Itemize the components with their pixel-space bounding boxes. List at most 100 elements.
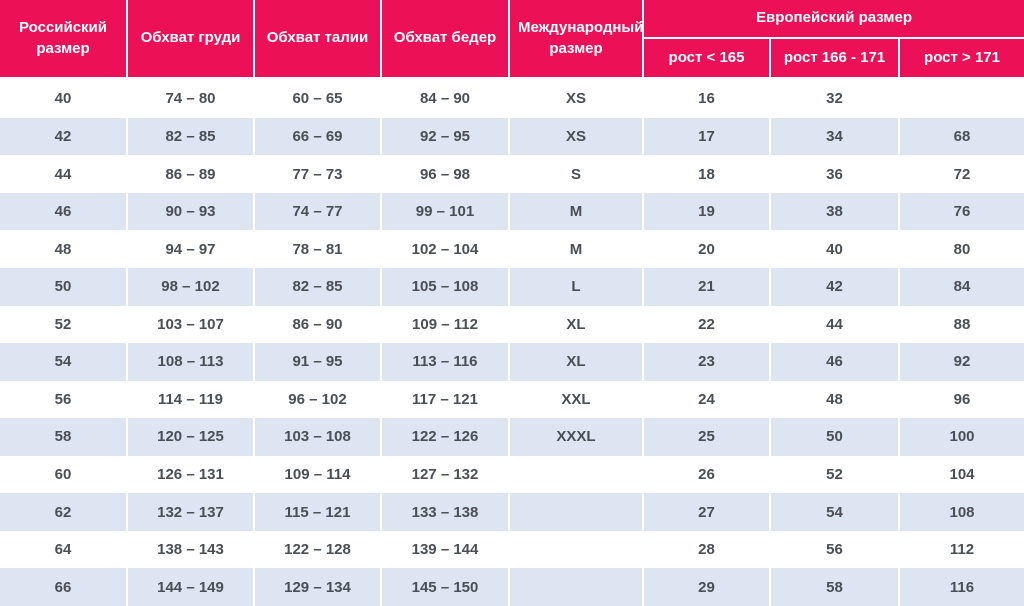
table-cell: 116 xyxy=(949,578,975,596)
table-row: 46 90 – 93 74 – 77 99 – 101 M 19 38 76 xyxy=(0,192,1024,231)
table-cell: 103 – 107 xyxy=(127,305,255,344)
table-cell: 24 xyxy=(643,380,771,419)
table-cell: 114 – 119 xyxy=(127,380,255,419)
table-cell: 52 xyxy=(0,305,128,344)
table-cell: 54 xyxy=(0,343,128,381)
table-cell: XS xyxy=(509,117,644,156)
col-header-height-under-165: рост < 165 xyxy=(643,38,771,79)
table-cell: 127 – 132 xyxy=(381,455,510,494)
table-cell: 19 xyxy=(643,192,771,231)
table-cell: 60 xyxy=(0,455,128,494)
table-cell: 122 – 126 xyxy=(381,418,510,456)
table-cell: 44 xyxy=(770,305,900,344)
table-cell xyxy=(509,455,644,494)
table-cell: 50 xyxy=(770,418,900,456)
table-cell: 16 xyxy=(643,78,771,118)
table-cell: 126 – 131 xyxy=(127,455,255,494)
table-cell: 139 – 144 xyxy=(381,530,510,569)
table-cell: 122 – 128 xyxy=(254,530,382,569)
col-header-waist: Обхват талии xyxy=(254,0,382,79)
col-header-chest: Обхват груди xyxy=(127,0,255,79)
table-cell: 23 xyxy=(643,343,771,381)
table-cell: 96 – 102 xyxy=(254,380,382,419)
table-cell: 94 – 97 xyxy=(127,230,255,268)
table-cell: 28 xyxy=(643,530,771,569)
table-cell: 56 xyxy=(770,530,900,569)
table-cell: 82 – 85 xyxy=(254,267,382,306)
table-cell: 129 – 134 xyxy=(254,568,382,606)
table-cell: 74 – 80 xyxy=(127,78,255,118)
header-row-sub: рост < 165 рост 166 - 171 рост > 171 xyxy=(0,38,1024,79)
table-row: 40 74 – 80 60 – 65 84 – 90 XS 16 32 xyxy=(0,78,1024,118)
table-cell: 90 – 93 xyxy=(127,192,255,231)
table-cell: 46 xyxy=(0,192,128,231)
table-cell xyxy=(509,568,644,606)
table-cell xyxy=(509,493,644,531)
table-cell: 145 – 150 xyxy=(381,568,510,606)
col-header-international-size: Международный размер xyxy=(509,0,644,79)
size-table-body: 40 74 – 80 60 – 65 84 – 90 XS 16 32 42 82 – 85 66… xyxy=(0,78,1024,606)
table-cell: 77 – 73 xyxy=(254,155,382,193)
table-cell: 78 – 81 xyxy=(254,230,382,268)
col-header-european-size: Европейский размер xyxy=(643,0,1024,39)
table-cell: 144 – 149 xyxy=(127,568,255,606)
table-cell: 52 xyxy=(770,455,900,494)
table-cell: 20 xyxy=(643,230,771,268)
table-cell: 86 – 89 xyxy=(127,155,255,193)
table-cell: M xyxy=(509,192,644,231)
table-cell: XS xyxy=(509,78,644,118)
table-cell: 44 xyxy=(0,155,128,193)
table-row: 66 144 – 149 129 – 134 145 – 150 29 58 116 xyxy=(0,568,1024,606)
table-cell: 34 xyxy=(770,117,900,156)
table-cell: 117 – 121 xyxy=(381,380,510,419)
table-cell: XXXL xyxy=(509,418,644,456)
table-row: 48 94 – 97 78 – 81 102 – 104 M 20 40 80 xyxy=(0,230,1024,268)
table-cell: 50 xyxy=(0,267,128,306)
table-cell: 108 – 113 xyxy=(127,343,255,381)
table-cell: 96 – 98 xyxy=(381,155,510,193)
table-cell: 84 – 90 xyxy=(381,78,510,118)
table-cell: 60 – 65 xyxy=(254,78,382,118)
table-cell: XL xyxy=(509,343,644,381)
table-cell: 109 – 112 xyxy=(381,305,510,344)
table-cell: 109 – 114 xyxy=(254,455,382,494)
table-cell: S xyxy=(509,155,644,193)
table-cell: 26 xyxy=(643,455,771,494)
col-header-height-166-171: рост 166 - 171 xyxy=(770,38,900,79)
table-cell: 115 – 121 xyxy=(254,493,382,531)
col-header-russian-size: Российский размер xyxy=(0,0,128,79)
table-cell: 80 xyxy=(953,240,971,258)
table-row: 50 98 – 102 82 – 85 105 – 108 L 21 42 84 xyxy=(0,267,1024,306)
table-cell: 108 xyxy=(949,503,975,521)
table-cell: 82 – 85 xyxy=(127,117,255,156)
table-cell: 66 – 69 xyxy=(254,117,382,156)
table-cell: 46 xyxy=(770,343,900,381)
table-row: 52 103 – 107 86 – 90 109 – 112 XL 22 44 88 xyxy=(0,305,1024,344)
table-cell: 58 xyxy=(770,568,900,606)
table-cell: 104 xyxy=(949,465,975,483)
table-cell: 133 – 138 xyxy=(381,493,510,531)
table-cell: 68 xyxy=(953,128,971,146)
table-cell: 132 – 137 xyxy=(127,493,255,531)
table-cell: 54 xyxy=(770,493,900,531)
table-cell: 25 xyxy=(643,418,771,456)
table-cell: 42 xyxy=(770,267,900,306)
table-cell: 120 – 125 xyxy=(127,418,255,456)
table-row: 64 138 – 143 122 – 128 139 – 144 28 56 112 xyxy=(0,530,1024,569)
table-row: 62 132 – 137 115 – 121 133 – 138 27 54 108 xyxy=(0,493,1024,531)
table-cell: 138 – 143 xyxy=(127,530,255,569)
table-cell: 105 – 108 xyxy=(381,267,510,306)
table-cell: 74 – 77 xyxy=(254,192,382,231)
table-cell: 100 xyxy=(949,428,975,446)
table-cell: 48 xyxy=(770,380,900,419)
table-cell: 58 xyxy=(0,418,128,456)
table-cell: 17 xyxy=(643,117,771,156)
table-cell: 29 xyxy=(643,568,771,606)
header-row-top: Российский размер Обхват груди Обхват та… xyxy=(0,0,1024,79)
table-cell: 86 – 90 xyxy=(254,305,382,344)
table-row: 42 82 – 85 66 – 69 92 – 95 XS 17 34 68 xyxy=(0,117,1024,156)
col-header-height-over-171: рост > 171 xyxy=(899,38,1024,79)
table-cell: 113 – 116 xyxy=(381,343,510,381)
table-cell: XL xyxy=(509,305,644,344)
